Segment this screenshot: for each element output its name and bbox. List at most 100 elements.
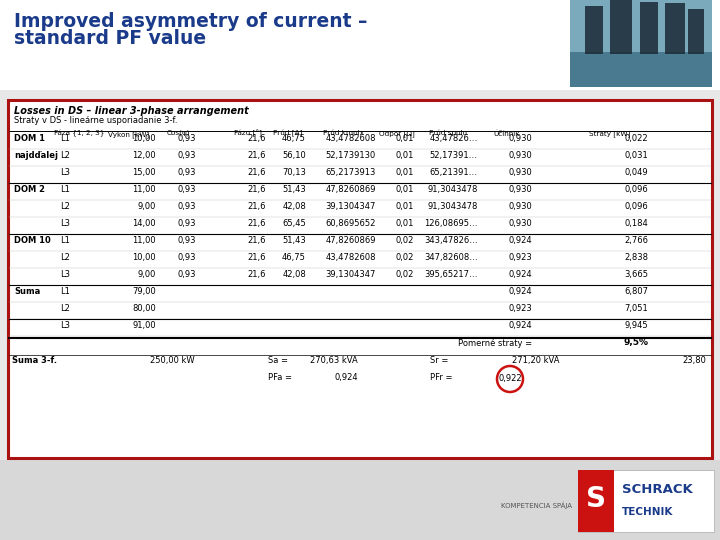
Text: 51,43: 51,43 xyxy=(282,236,306,245)
Text: Losses in DS – linear 3-phase arrangement: Losses in DS – linear 3-phase arrangemen… xyxy=(14,106,248,116)
Bar xyxy=(0,0,720,90)
Text: 39,1304347: 39,1304347 xyxy=(325,270,376,279)
Text: 0,022: 0,022 xyxy=(624,134,648,143)
Text: 52,1739130: 52,1739130 xyxy=(325,151,376,160)
Text: 0,096: 0,096 xyxy=(624,185,648,194)
Text: 0,93: 0,93 xyxy=(178,253,196,262)
Text: 0,01: 0,01 xyxy=(395,134,414,143)
Text: Prúd [A]: Prúd [A] xyxy=(274,130,302,137)
Text: 0,02: 0,02 xyxy=(395,253,414,262)
Text: 91,3043478: 91,3043478 xyxy=(428,185,478,194)
Bar xyxy=(570,52,712,87)
Text: Prúd spolu: Prúd spolu xyxy=(429,130,467,137)
Text: 343,47826…: 343,47826… xyxy=(424,236,478,245)
Bar xyxy=(570,0,712,87)
Text: DOM 1: DOM 1 xyxy=(14,134,45,143)
Text: L1: L1 xyxy=(60,287,70,296)
Text: L3: L3 xyxy=(60,321,70,330)
Text: PFr =: PFr = xyxy=(430,373,452,382)
Text: 23,80: 23,80 xyxy=(682,356,706,365)
Text: 10,00: 10,00 xyxy=(132,134,156,143)
Text: 0,924: 0,924 xyxy=(508,270,532,279)
Text: Fázu [°]: Fázu [°] xyxy=(234,130,262,138)
Text: 47,8260869: 47,8260869 xyxy=(325,236,376,245)
Text: 43,47826…: 43,47826… xyxy=(430,134,478,143)
Text: L3: L3 xyxy=(60,219,70,228)
Text: 0,096: 0,096 xyxy=(624,202,648,211)
Text: 0,93: 0,93 xyxy=(178,236,196,245)
Text: 10,00: 10,00 xyxy=(132,253,156,262)
Bar xyxy=(640,2,658,54)
Text: 14,00: 14,00 xyxy=(132,219,156,228)
Text: 21,6: 21,6 xyxy=(248,151,266,160)
Text: 3,665: 3,665 xyxy=(624,270,648,279)
Text: S: S xyxy=(586,485,606,513)
Text: najdďalej: najdďalej xyxy=(14,151,58,160)
Text: Sa =: Sa = xyxy=(268,356,288,365)
Text: Prúd kmplx: Prúd kmplx xyxy=(323,130,364,137)
Text: 7,051: 7,051 xyxy=(624,304,648,313)
Text: Účínnik: Účínnik xyxy=(494,130,521,137)
Text: 21,6: 21,6 xyxy=(248,185,266,194)
Text: 65,21391…: 65,21391… xyxy=(430,168,478,177)
Text: 0,924: 0,924 xyxy=(508,287,532,296)
Text: 0,924: 0,924 xyxy=(508,321,532,330)
Text: Suma: Suma xyxy=(14,287,40,296)
Text: 60,8695652: 60,8695652 xyxy=(325,219,376,228)
Text: standard PF value: standard PF value xyxy=(14,29,206,48)
Text: 0,049: 0,049 xyxy=(624,168,648,177)
Text: 6,807: 6,807 xyxy=(624,287,648,296)
Text: 42,08: 42,08 xyxy=(282,202,306,211)
Text: 0,930: 0,930 xyxy=(508,219,532,228)
Text: 46,75: 46,75 xyxy=(282,253,306,262)
Text: 21,6: 21,6 xyxy=(248,168,266,177)
Text: Sr =: Sr = xyxy=(430,356,449,365)
Text: Cos(φ): Cos(φ) xyxy=(166,130,190,137)
Text: 0,923: 0,923 xyxy=(508,304,532,313)
Text: 21,6: 21,6 xyxy=(248,253,266,262)
Text: 0,930: 0,930 xyxy=(508,134,532,143)
Text: 91,3043478: 91,3043478 xyxy=(428,202,478,211)
Text: 39,1304347: 39,1304347 xyxy=(325,202,376,211)
Text: L2: L2 xyxy=(60,304,70,313)
Text: 0,924: 0,924 xyxy=(334,373,358,382)
Bar xyxy=(688,9,704,54)
Text: 9,00: 9,00 xyxy=(138,202,156,211)
Text: 0,923: 0,923 xyxy=(508,253,532,262)
Text: 250,00 kW: 250,00 kW xyxy=(150,356,195,365)
Text: 52,17391…: 52,17391… xyxy=(430,151,478,160)
Text: 0,01: 0,01 xyxy=(395,185,414,194)
Text: 21,6: 21,6 xyxy=(248,270,266,279)
Text: 271,20 kVA: 271,20 kVA xyxy=(513,356,560,365)
Text: 2,766: 2,766 xyxy=(624,236,648,245)
Text: Improved asymmetry of current –: Improved asymmetry of current – xyxy=(14,12,367,31)
Text: 0,93: 0,93 xyxy=(178,219,196,228)
Text: 0,93: 0,93 xyxy=(178,168,196,177)
Text: 0,93: 0,93 xyxy=(178,134,196,143)
Text: L1: L1 xyxy=(60,185,70,194)
Text: 0,01: 0,01 xyxy=(395,151,414,160)
Bar xyxy=(578,470,614,532)
Bar xyxy=(665,3,685,54)
Text: 0,924: 0,924 xyxy=(508,236,532,245)
Text: 0,930: 0,930 xyxy=(508,151,532,160)
Text: DOM 2: DOM 2 xyxy=(14,185,45,194)
Text: TECHNIK: TECHNIK xyxy=(622,507,673,517)
Text: SCHRACK: SCHRACK xyxy=(622,483,693,496)
Text: 65,45: 65,45 xyxy=(282,219,306,228)
Text: 42,08: 42,08 xyxy=(282,270,306,279)
Text: 0,93: 0,93 xyxy=(178,270,196,279)
Bar xyxy=(578,470,714,532)
Text: 91,00: 91,00 xyxy=(132,321,156,330)
Text: 9,945: 9,945 xyxy=(624,321,648,330)
Text: Fáza {1, 2, 3}: Fáza {1, 2, 3} xyxy=(54,130,104,137)
Text: 15,00: 15,00 xyxy=(132,168,156,177)
Bar xyxy=(610,0,632,54)
Text: 47,8260869: 47,8260869 xyxy=(325,185,376,194)
Text: Straty v DS - lineárne usporiadanie 3-f.: Straty v DS - lineárne usporiadanie 3-f. xyxy=(14,116,178,125)
Text: 0,01: 0,01 xyxy=(395,219,414,228)
Text: 126,08695…: 126,08695… xyxy=(425,219,478,228)
Text: 395,65217…: 395,65217… xyxy=(425,270,478,279)
Text: 79,00: 79,00 xyxy=(132,287,156,296)
Text: PFa =: PFa = xyxy=(268,373,292,382)
